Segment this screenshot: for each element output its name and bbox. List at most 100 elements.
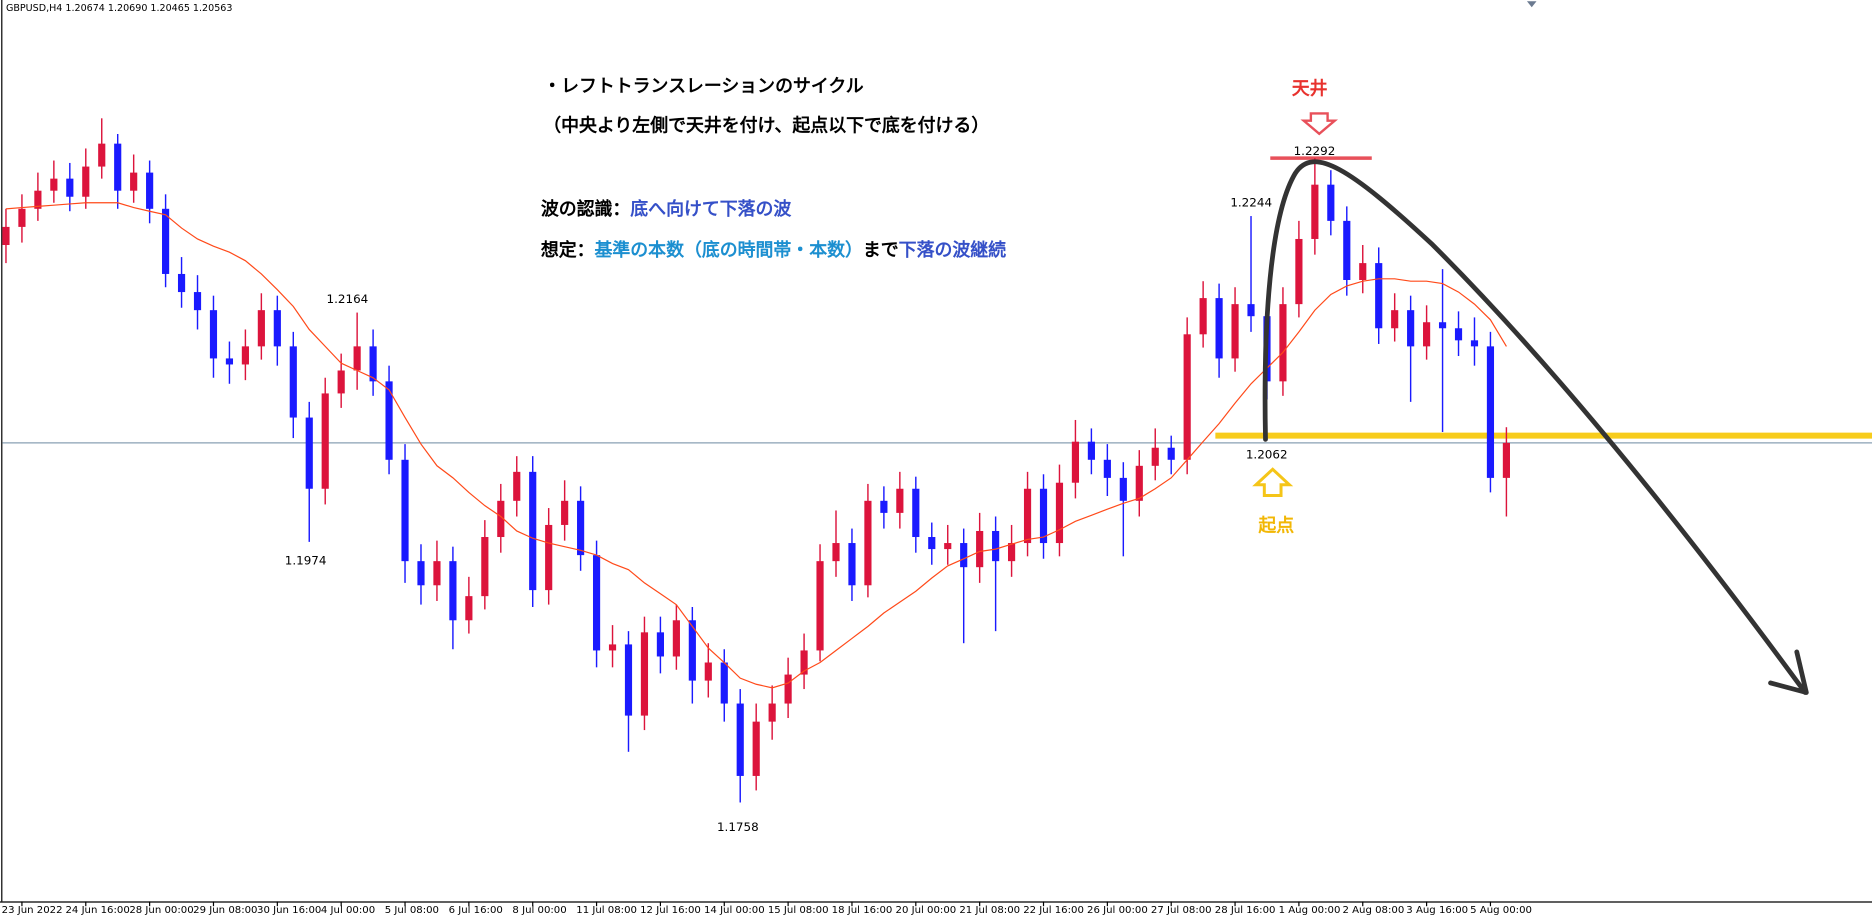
candle-body bbox=[305, 417, 313, 489]
candle-body bbox=[513, 471, 521, 501]
note-label: まで bbox=[863, 240, 899, 261]
moving-average bbox=[5, 202, 1507, 689]
candle-body bbox=[832, 543, 840, 562]
price-label: 1.2244 bbox=[1230, 196, 1272, 210]
candle-body bbox=[225, 358, 234, 365]
note-label: 想定： bbox=[541, 239, 595, 261]
note-label: 波の認識： bbox=[541, 198, 630, 220]
candle-body bbox=[577, 500, 585, 556]
x-tick-label: 8 Jul 00:00 bbox=[512, 905, 566, 916]
candle-body bbox=[337, 370, 345, 394]
candle-body bbox=[289, 346, 297, 418]
candle-body bbox=[896, 488, 904, 513]
candle-body bbox=[529, 471, 537, 591]
x-tick-label: 14 Jul 00:00 bbox=[704, 905, 765, 916]
x-tick-label: 1 Aug 00:00 bbox=[1279, 905, 1341, 916]
x-tick-label: 20 Jul 00:00 bbox=[896, 905, 957, 916]
candle-body bbox=[353, 346, 361, 371]
candle-body bbox=[704, 662, 712, 681]
x-tick-label: 23 Jun 2022 bbox=[2, 905, 63, 916]
x-tick-label: 29 Jun 08:00 bbox=[193, 905, 257, 916]
candle-body bbox=[449, 561, 457, 621]
candle-body bbox=[1486, 346, 1495, 478]
candle-body bbox=[624, 644, 633, 716]
candle-body bbox=[672, 620, 680, 657]
candle-body bbox=[592, 555, 601, 651]
candle-body bbox=[241, 346, 249, 365]
candle-body bbox=[944, 543, 952, 550]
candle-body bbox=[162, 208, 170, 274]
candle-body bbox=[1167, 447, 1175, 460]
candle-body bbox=[146, 172, 154, 209]
price-label: 1.2062 bbox=[1246, 447, 1288, 461]
candle-body bbox=[545, 524, 553, 591]
note-line: （中央より左側で天井を付け、起点以下で底を付ける） bbox=[543, 115, 989, 137]
start-arrow bbox=[1252, 467, 1294, 498]
candle-body bbox=[784, 674, 792, 704]
x-tick-label: 22 Jul 16:00 bbox=[1023, 905, 1084, 916]
candle-body bbox=[1391, 310, 1399, 329]
candle-body bbox=[1231, 304, 1239, 359]
candle-body bbox=[98, 143, 106, 167]
candle-body bbox=[1199, 298, 1207, 335]
start-label: 起点 bbox=[1257, 515, 1294, 537]
candle-body bbox=[385, 381, 393, 460]
candle-body bbox=[193, 292, 202, 311]
candle-body bbox=[608, 644, 617, 651]
candle-body bbox=[640, 632, 649, 716]
candle-body bbox=[816, 561, 824, 651]
candle-body bbox=[800, 650, 808, 675]
candle-body bbox=[273, 310, 281, 347]
x-tick-label: 5 Aug 00:00 bbox=[1470, 905, 1532, 916]
x-tick-label: 30 Jun 16:00 bbox=[257, 905, 321, 916]
candle-body bbox=[34, 190, 42, 209]
candle-body bbox=[1502, 442, 1510, 478]
candle-body bbox=[1183, 334, 1191, 460]
x-tick-label: 26 Jul 00:00 bbox=[1087, 905, 1148, 916]
candle-body bbox=[848, 543, 856, 586]
candle-body bbox=[864, 500, 872, 586]
candle-body bbox=[1087, 441, 1095, 460]
candle-body bbox=[880, 500, 888, 513]
note-line: 想定：基準の本数（底の時間帯・本数）まで下落の波継続 bbox=[541, 239, 1006, 261]
x-tick-label: 5 Jul 08:00 bbox=[385, 905, 439, 916]
price-label: 1.1974 bbox=[285, 554, 327, 568]
candle-body bbox=[433, 561, 441, 586]
candle-body bbox=[1375, 263, 1383, 329]
candle-body bbox=[497, 500, 505, 538]
candle-body bbox=[720, 662, 728, 704]
x-tick-label: 21 Jul 08:00 bbox=[959, 905, 1020, 916]
candle-body bbox=[1215, 298, 1223, 359]
candle-body bbox=[768, 703, 776, 722]
note-value: 下落の波継続 bbox=[899, 239, 1006, 261]
candle-body bbox=[976, 530, 984, 568]
note-line: ・レフトトランスレーションのサイクル bbox=[543, 76, 864, 97]
x-tick-label: 4 Jul 00:00 bbox=[321, 905, 375, 916]
x-tick-label: 27 Jul 08:00 bbox=[1151, 905, 1212, 916]
candle-body bbox=[1119, 477, 1127, 501]
candle-body bbox=[209, 310, 218, 359]
x-tick-label: 28 Jul 16:00 bbox=[1215, 905, 1276, 916]
candle-body bbox=[369, 346, 377, 382]
price-label: 1.1758 bbox=[717, 820, 759, 834]
note-value: 底へ向けて下落の波 bbox=[630, 198, 791, 220]
candle-body bbox=[736, 703, 744, 776]
candle-body bbox=[656, 632, 664, 657]
candle-body bbox=[1343, 220, 1351, 280]
candle-body bbox=[417, 561, 425, 586]
candle-body bbox=[50, 178, 58, 191]
annotations: ・レフトトランスレーションのサイクル （中央より左側で天井を付け、起点以下で底を… bbox=[285, 76, 1809, 834]
candle-body bbox=[2, 226, 10, 246]
candle-body bbox=[1327, 184, 1335, 221]
candle-body bbox=[1008, 543, 1016, 562]
candle-body bbox=[1423, 322, 1431, 347]
x-tick-label: 24 Jun 16:00 bbox=[65, 905, 129, 916]
price-label: 1.2292 bbox=[1294, 144, 1336, 158]
candle-body bbox=[465, 596, 473, 621]
candle-body bbox=[66, 178, 74, 197]
candle-body bbox=[481, 537, 489, 597]
x-tick-label: 18 Jul 16:00 bbox=[832, 905, 893, 916]
